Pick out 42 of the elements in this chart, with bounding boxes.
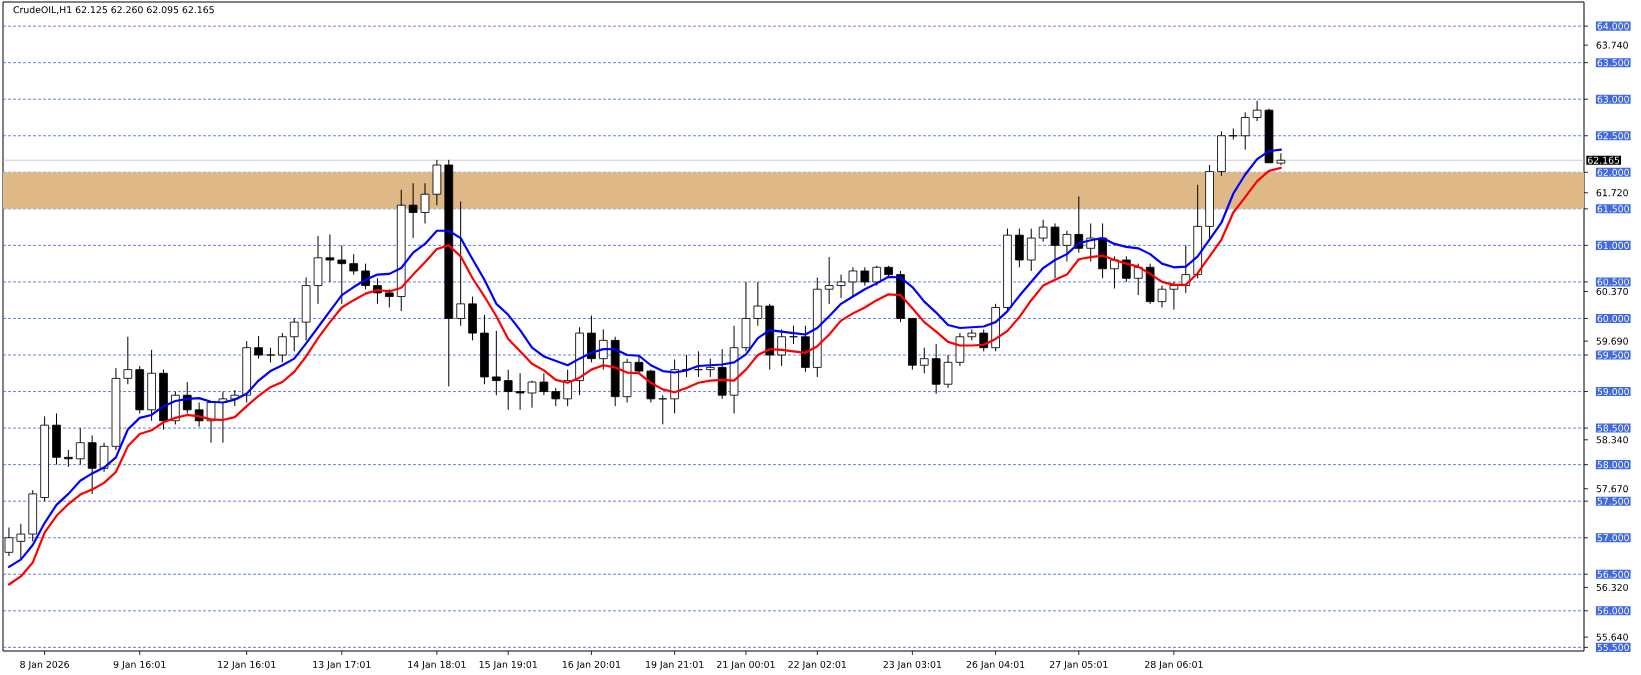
x-tick-label: 12 Jan 16:01: [218, 660, 276, 670]
y-tick-label: 61.720: [1596, 189, 1628, 197]
ref-line-label: 62.165: [1588, 156, 1620, 164]
y-tick-label: 59.500: [1597, 351, 1629, 359]
x-tick-label: 13 Jan 17:01: [313, 660, 371, 670]
x-tick-label: 14 Jan 18:01: [408, 660, 466, 670]
y-tick-label: 58.340: [1596, 436, 1628, 444]
x-tick-label: 16 Jan 20:01: [562, 660, 621, 670]
y-tick-label: 59.000: [1597, 388, 1629, 396]
y-tick-label: 63.740: [1596, 41, 1628, 49]
x-tick-label: 28 Jan 06:01: [1145, 660, 1203, 670]
x-tick-label: 27 Jan 05:01: [1049, 660, 1108, 670]
y-tick-label: 56.500: [1597, 570, 1629, 578]
y-tick-label: 63.500: [1597, 59, 1629, 67]
x-tick-label: 21 Jan 00:01: [717, 660, 775, 670]
y-tick-label: 55.640: [1596, 633, 1628, 641]
chart-title: CrudeOIL,H1 62.125 62.260 62.095 62.165: [13, 6, 214, 15]
y-tick-label: 55.500: [1597, 643, 1629, 651]
y-tick-label: 62.500: [1597, 132, 1629, 140]
y-tick-label: 57.500: [1597, 497, 1629, 505]
y-tick-label: 60.000: [1597, 314, 1629, 322]
y-tick-label: 56.000: [1597, 607, 1629, 615]
x-tick-label: 8 Jan 2026: [20, 660, 70, 670]
y-tick-label: 57.000: [1597, 534, 1629, 542]
y-tick-label: 62.000: [1597, 168, 1629, 176]
y-tick-label: 61.500: [1597, 205, 1629, 213]
x-tick-label: 15 Jan 19:01: [479, 660, 537, 670]
x-tick-label: 19 Jan 21:01: [646, 660, 704, 670]
y-tick-label: 56.320: [1596, 583, 1628, 591]
y-tick-label: 61.000: [1597, 241, 1629, 249]
x-tick-label: 9 Jan 16:01: [113, 660, 166, 670]
y-tick-label: 57.670: [1596, 485, 1628, 493]
y-tick-label: 64.000: [1597, 22, 1629, 30]
y-tick-label: 60.370: [1596, 287, 1628, 295]
y-tick-label: 60.500: [1597, 278, 1629, 286]
x-tick-label: 22 Jan 02:01: [788, 660, 846, 670]
y-tick-label: 58.000: [1597, 461, 1629, 469]
x-tick-label: 26 Jan 04:01: [966, 660, 1025, 670]
x-tick-label: 23 Jan 03:01: [883, 660, 942, 670]
y-tick-label: 63.000: [1597, 95, 1629, 103]
y-tick-label: 58.500: [1597, 424, 1629, 432]
y-tick-label: 59.690: [1596, 337, 1628, 345]
